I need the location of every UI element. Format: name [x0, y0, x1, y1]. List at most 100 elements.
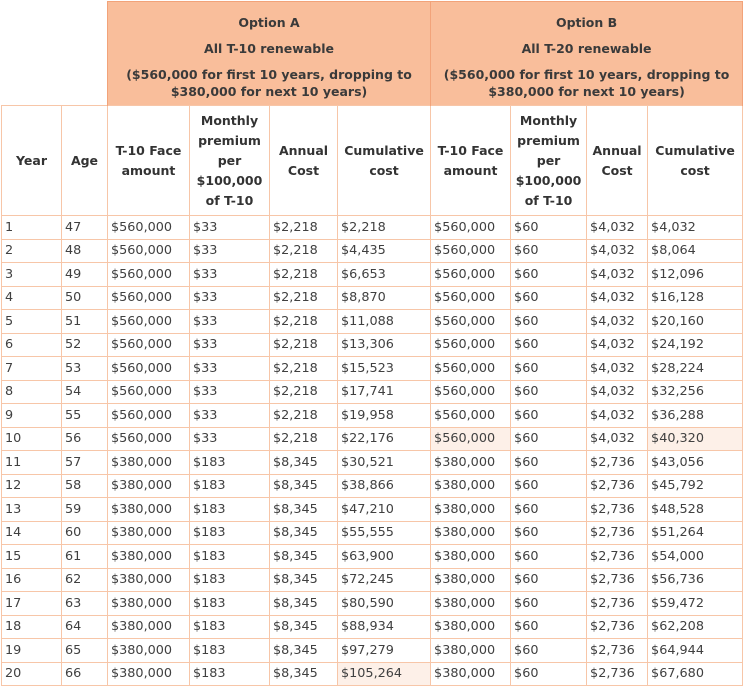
cell-premium-b: $60: [510, 238, 588, 263]
table-body: 1 47 $560,000 $33 $2,218 $2,218 $560,000 $60 $4,…: [1, 215, 744, 686]
cell-annual-a: $2,218: [269, 332, 338, 357]
col-header-premium-b: Monthly premium per $100,000 of T-10: [510, 105, 588, 216]
cell-annual-b: $4,032: [586, 332, 649, 357]
cell-cumulative-a: $105,264: [336, 661, 432, 686]
cell-cumulative-a: $97,279: [336, 638, 432, 663]
cell-premium-a: $183: [189, 450, 270, 475]
cell-premium-b: $60: [510, 403, 588, 428]
col-header-premium-a: Monthly premium per $100,000 of T-10: [189, 105, 270, 216]
cell-face-a: $560,000: [107, 426, 190, 451]
cell-year: 12: [1, 473, 62, 498]
cell-cumulative-a: $11,088: [336, 309, 432, 334]
option-b-title: Option B: [555, 15, 618, 30]
cell-cumulative-a: $47,210: [336, 497, 432, 522]
cell-premium-a: $33: [189, 285, 270, 310]
cell-premium-b: $60: [510, 285, 588, 310]
cell-annual-b: $2,736: [586, 614, 649, 639]
option-b-subtitle: All T-20 renewable: [521, 41, 652, 56]
cell-cumulative-b: $8,064: [647, 238, 744, 263]
table-row: 1 47 $560,000 $33 $2,218 $2,218 $560,000 $60 $4,…: [1, 215, 744, 240]
table-row: 17 63 $380,000 $183 $8,345 $80,590 $380,000 $60…: [1, 591, 744, 616]
col-header-annual-b: Annual Cost: [586, 105, 649, 216]
cell-annual-a: $2,218: [269, 403, 338, 428]
cell-cumulative-b: $64,944: [647, 638, 744, 663]
cell-premium-a: $183: [189, 661, 270, 686]
cell-age: 57: [61, 450, 108, 475]
cell-annual-a: $8,345: [269, 567, 338, 592]
cell-premium-b: $60: [510, 215, 588, 240]
table-row: 19 65 $380,000 $183 $8,345 $97,279 $380,000 $60…: [1, 638, 744, 663]
table-row: 14 60 $380,000 $183 $8,345 $55,555 $380,000 $60…: [1, 520, 744, 545]
cell-year: 14: [1, 520, 62, 545]
cell-premium-b: $60: [510, 450, 588, 475]
cell-premium-b: $60: [510, 544, 588, 569]
cell-annual-b: $4,032: [586, 238, 649, 263]
cell-annual-a: $2,218: [269, 426, 338, 451]
cell-annual-b: $2,736: [586, 591, 649, 616]
cell-annual-b: $4,032: [586, 426, 649, 451]
cell-year: 20: [1, 661, 62, 686]
cell-annual-a: $2,218: [269, 238, 338, 263]
cell-face-b: $380,000: [430, 591, 512, 616]
cell-age: 60: [61, 520, 108, 545]
cell-cumulative-b: $67,680: [647, 661, 744, 686]
cell-year: 13: [1, 497, 62, 522]
cell-annual-a: $8,345: [269, 473, 338, 498]
cell-annual-b: $2,736: [586, 450, 649, 475]
cell-premium-a: $183: [189, 591, 270, 616]
cell-premium-a: $33: [189, 332, 270, 357]
cell-premium-b: $60: [510, 309, 588, 334]
cell-annual-a: $2,218: [269, 285, 338, 310]
cell-face-a: $560,000: [107, 262, 190, 287]
cell-premium-b: $60: [510, 332, 588, 357]
table-row: 4 50 $560,000 $33 $2,218 $8,870 $560,000 $60 $4,…: [1, 285, 744, 310]
cell-annual-b: $4,032: [586, 285, 649, 310]
cell-premium-a: $183: [189, 544, 270, 569]
cell-annual-a: $8,345: [269, 497, 338, 522]
table-row: 3 49 $560,000 $33 $2,218 $6,653 $560,000 $60 $4,…: [1, 262, 744, 287]
cell-annual-b: $4,032: [586, 215, 649, 240]
cell-annual-a: $8,345: [269, 661, 338, 686]
table-row: 12 58 $380,000 $183 $8,345 $38,866 $380,000 $60…: [1, 473, 744, 498]
cell-annual-b: $2,736: [586, 473, 649, 498]
cell-cumulative-b: $62,208: [647, 614, 744, 639]
cell-annual-a: $8,345: [269, 544, 338, 569]
cell-year: 11: [1, 450, 62, 475]
cell-cumulative-a: $22,176: [336, 426, 432, 451]
col-header-cumulative-a: Cumulative cost: [336, 105, 432, 216]
cell-annual-b: $4,032: [586, 403, 649, 428]
cell-face-a: $560,000: [107, 309, 190, 334]
cell-annual-a: $8,345: [269, 520, 338, 545]
cell-year: 1: [1, 215, 62, 240]
col-header-age: Age: [61, 105, 108, 216]
cell-face-b: $380,000: [430, 638, 512, 663]
cell-age: 65: [61, 638, 108, 663]
col-header-annual-a: Annual Cost: [269, 105, 338, 216]
cell-annual-b: $2,736: [586, 520, 649, 545]
cell-premium-b: $60: [510, 638, 588, 663]
cell-premium-a: $183: [189, 473, 270, 498]
col-header-cumulative-b: Cumulative cost: [647, 105, 744, 216]
cell-cumulative-b: $20,160: [647, 309, 744, 334]
cell-annual-b: $2,736: [586, 638, 649, 663]
cell-annual-a: $8,345: [269, 450, 338, 475]
cell-year: 10: [1, 426, 62, 451]
cell-year: 7: [1, 356, 62, 381]
col-header-year: Year: [1, 105, 62, 216]
cell-premium-b: $60: [510, 520, 588, 545]
table-row: 15 61 $380,000 $183 $8,345 $63,900 $380,000 $60…: [1, 544, 744, 569]
cell-cumulative-b: $51,264: [647, 520, 744, 545]
cell-age: 66: [61, 661, 108, 686]
cell-face-a: $380,000: [107, 567, 190, 592]
cell-premium-b: $60: [510, 262, 588, 287]
cell-age: 51: [61, 309, 108, 334]
column-header-row: Year Age T-10 Face amount Monthly premiu…: [1, 105, 744, 216]
cell-cumulative-b: $16,128: [647, 285, 744, 310]
table-row: 11 57 $380,000 $183 $8,345 $30,521 $380,000 $60…: [1, 450, 744, 475]
cell-face-a: $380,000: [107, 520, 190, 545]
cell-face-a: $380,000: [107, 473, 190, 498]
cell-annual-a: $2,218: [269, 356, 338, 381]
cell-premium-a: $183: [189, 497, 270, 522]
cell-face-b: $560,000: [430, 379, 512, 404]
cell-year: 5: [1, 309, 62, 334]
